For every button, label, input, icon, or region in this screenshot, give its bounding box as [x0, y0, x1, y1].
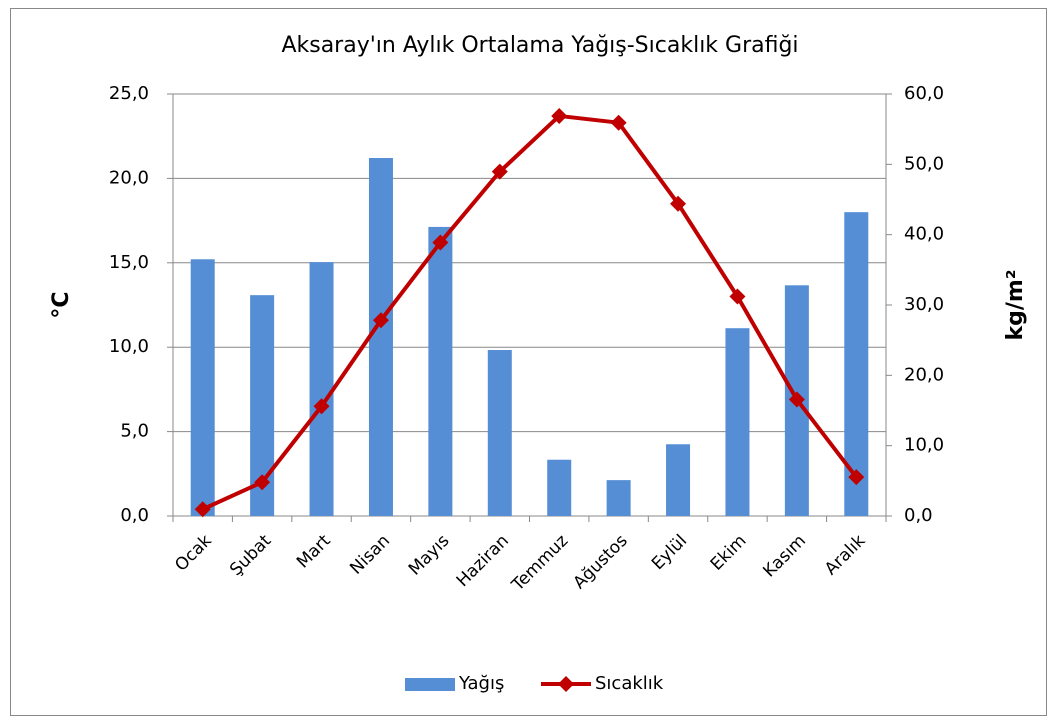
line-marker [788, 391, 805, 408]
y-tick-label: 10,0 [109, 336, 149, 357]
bar [725, 328, 750, 516]
legend-swatch [558, 676, 574, 692]
chart-border [10, 8, 1047, 716]
y-tick-label: 20,0 [109, 167, 149, 188]
chart-title: Aksaray'ın Aylık Ortalama Yağış-Sıcaklık… [281, 33, 798, 58]
bar [666, 444, 691, 516]
line-marker [432, 234, 449, 251]
y2-tick-label: 30,0 [904, 294, 944, 315]
y2-tick-label: 40,0 [904, 224, 944, 245]
bar [606, 480, 631, 516]
y2-tick-label: 50,0 [904, 153, 944, 174]
y-tick-label: 25,0 [109, 83, 149, 104]
y-tick-label: 5,0 [120, 421, 149, 442]
legend-label: Yağış [458, 673, 504, 694]
line-marker [194, 501, 211, 518]
bar [190, 259, 215, 516]
y2-tick-label: 10,0 [904, 435, 944, 456]
line-marker [670, 195, 687, 212]
line-marker [491, 163, 508, 180]
line-marker [848, 469, 865, 486]
line-marker [254, 474, 271, 491]
line-marker [551, 107, 568, 124]
legend-swatch [405, 678, 455, 691]
y-axis-title: °C [49, 291, 74, 318]
bar [309, 262, 334, 516]
y2-tick-label: 20,0 [904, 364, 944, 385]
line [201, 113, 858, 512]
line-marker [729, 288, 746, 305]
line-marker [313, 398, 330, 415]
y-tick-label: 15,0 [109, 252, 149, 273]
y2-axis-title: kg/m² [1003, 270, 1028, 341]
line-marker [372, 312, 389, 329]
bar [547, 459, 572, 516]
y2-tick-label: 60,0 [904, 83, 944, 104]
bar [487, 350, 512, 516]
bar [368, 158, 393, 516]
y-tick-label: 0,0 [120, 505, 149, 526]
line-marker [610, 114, 627, 131]
y2-tick-label: 0,0 [904, 505, 933, 526]
bar [428, 226, 453, 516]
legend-label: Sıcaklık [595, 673, 664, 694]
